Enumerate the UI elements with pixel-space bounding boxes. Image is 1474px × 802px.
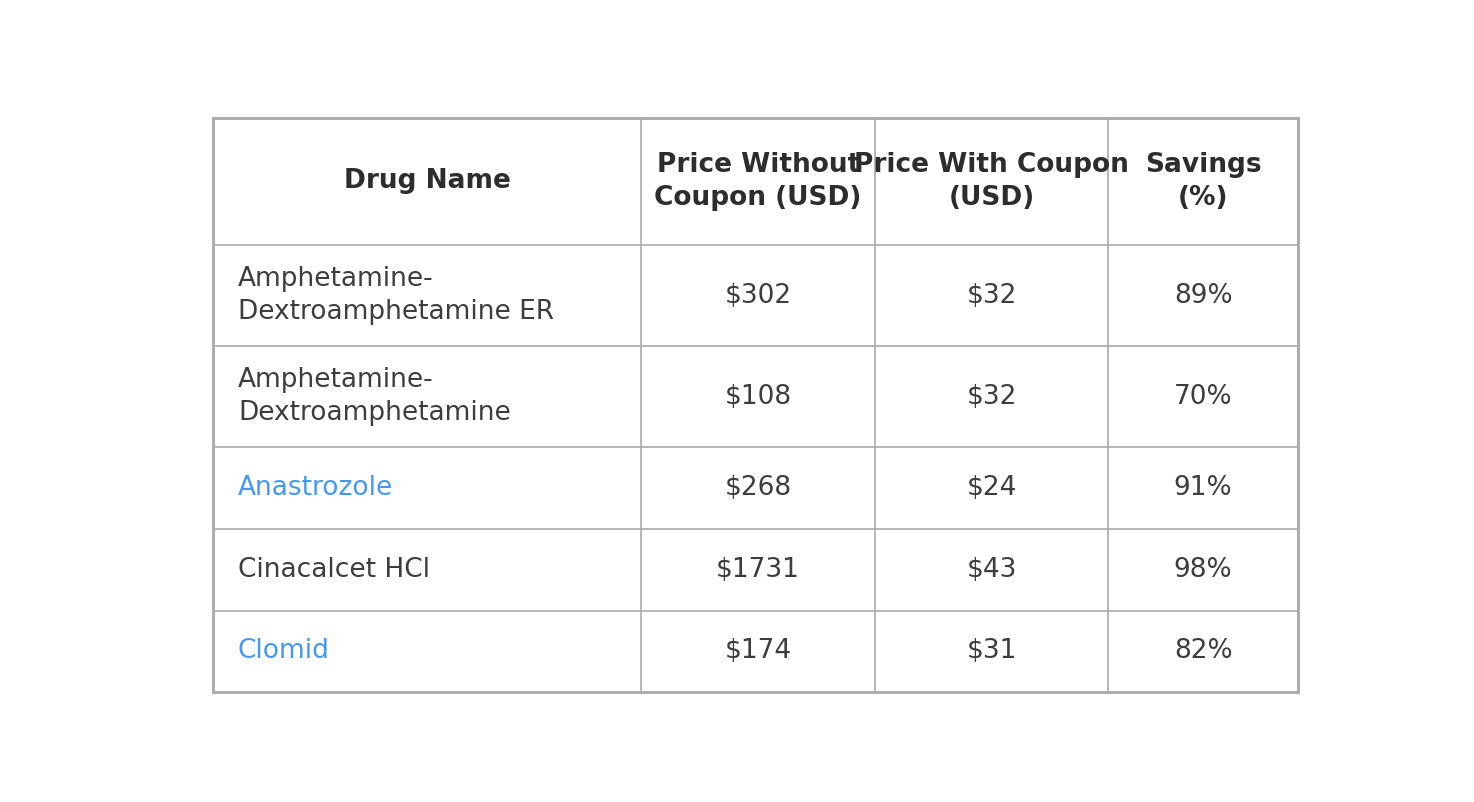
Text: Cinacalcet HCl: Cinacalcet HCl	[237, 557, 430, 583]
Text: Amphetamine-
Dextroamphetamine: Amphetamine- Dextroamphetamine	[237, 367, 510, 427]
Text: $43: $43	[967, 557, 1017, 583]
Text: 98%: 98%	[1173, 557, 1232, 583]
Text: 89%: 89%	[1173, 282, 1232, 309]
Text: $302: $302	[725, 282, 792, 309]
Text: 70%: 70%	[1173, 384, 1232, 410]
Text: $268: $268	[725, 476, 792, 501]
Text: $32: $32	[967, 384, 1017, 410]
Text: Price Without
Coupon (USD): Price Without Coupon (USD)	[654, 152, 862, 211]
Text: $32: $32	[967, 282, 1017, 309]
Text: 91%: 91%	[1173, 476, 1232, 501]
Text: $174: $174	[725, 638, 792, 664]
Text: Anastrozole: Anastrozole	[237, 476, 394, 501]
Text: Clomid: Clomid	[237, 638, 330, 664]
Text: $108: $108	[725, 384, 792, 410]
Text: Amphetamine-
Dextroamphetamine ER: Amphetamine- Dextroamphetamine ER	[237, 266, 554, 325]
Text: $1731: $1731	[716, 557, 800, 583]
Text: Price With Coupon
(USD): Price With Coupon (USD)	[853, 152, 1129, 211]
Text: 82%: 82%	[1173, 638, 1232, 664]
Text: Drug Name: Drug Name	[343, 168, 510, 195]
Text: $31: $31	[967, 638, 1017, 664]
Text: Savings
(%): Savings (%)	[1145, 152, 1262, 211]
Text: $24: $24	[967, 476, 1017, 501]
